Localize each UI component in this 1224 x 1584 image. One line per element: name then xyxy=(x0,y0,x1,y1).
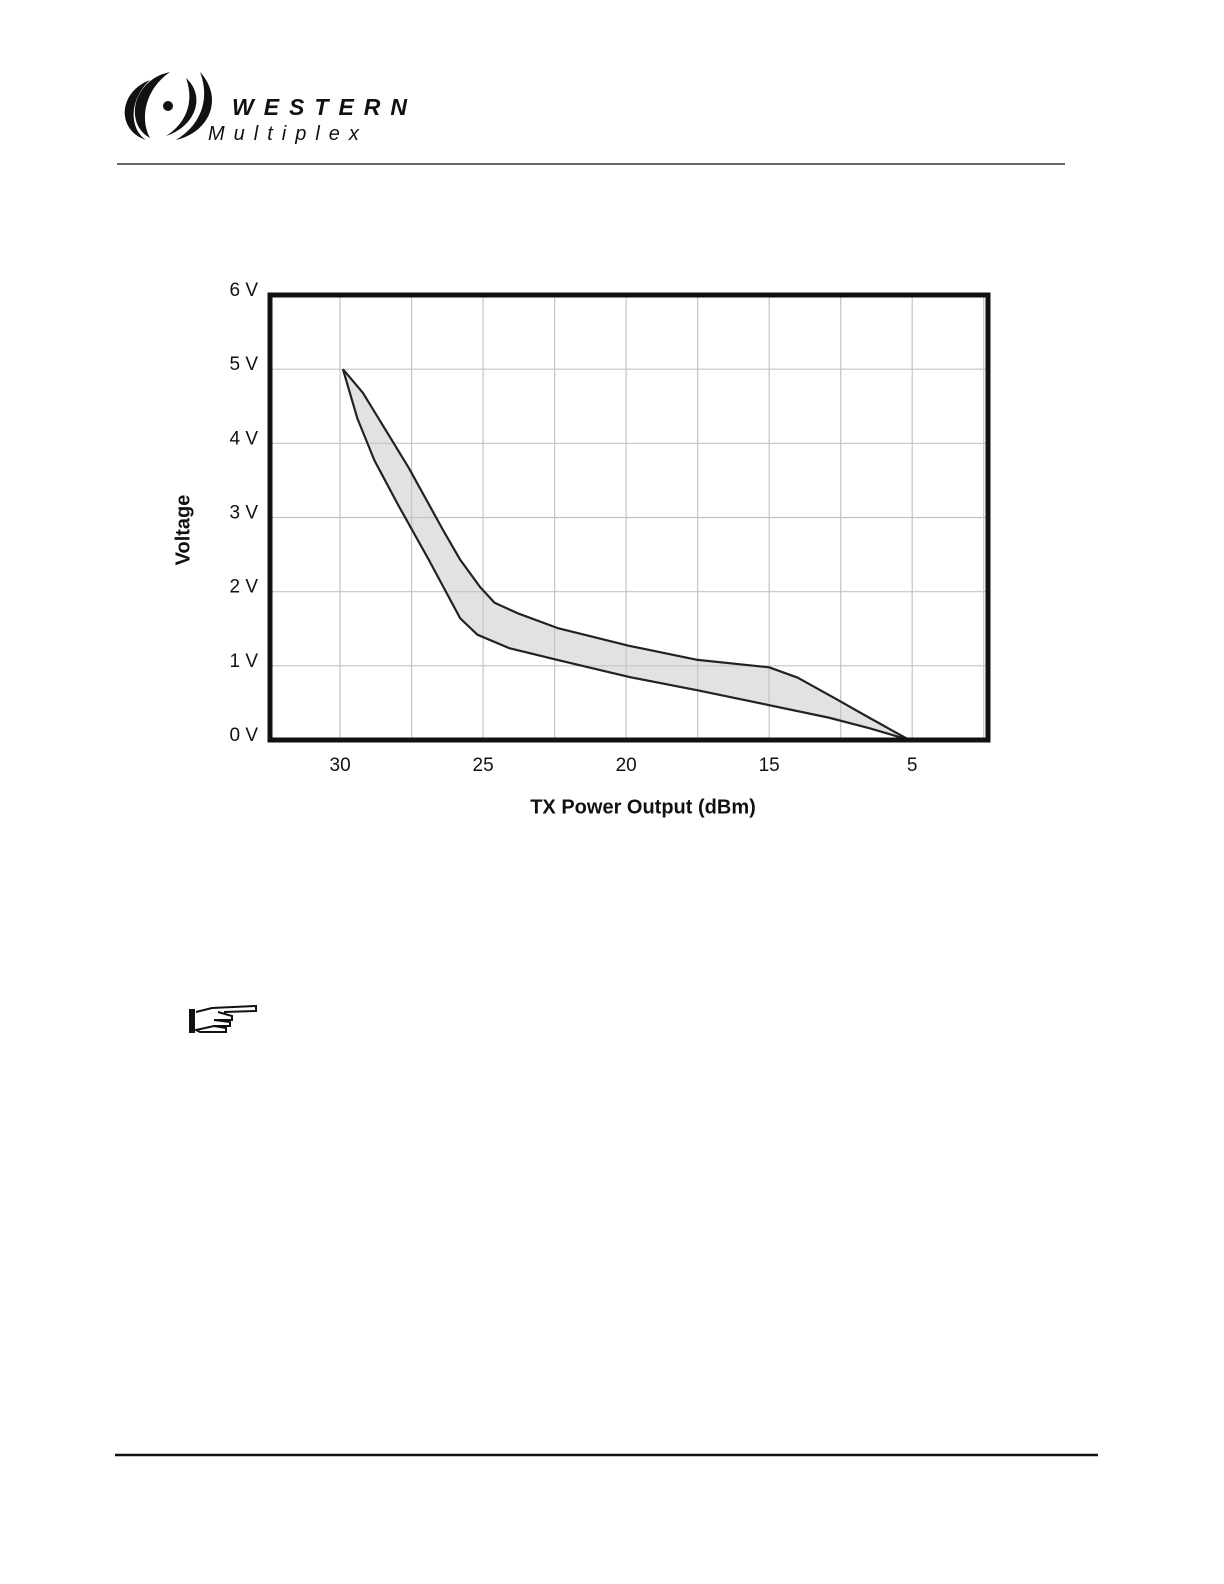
y-tick-label: 2 V xyxy=(229,577,258,598)
x-axis-label: TX Power Output (dBm) xyxy=(530,796,756,818)
x-tick-label: 5 xyxy=(907,755,918,776)
y-tick-label: 4 V xyxy=(229,428,258,449)
subbrand: Multiplex xyxy=(208,123,368,145)
y-tick-label: 3 V xyxy=(229,503,258,524)
note-icon xyxy=(189,1004,257,1033)
x-tick-label: 15 xyxy=(759,755,780,776)
boundary-line xyxy=(341,368,910,742)
x-tick-label: 20 xyxy=(616,755,637,776)
plot-frame xyxy=(267,292,991,743)
x-tick-label: 25 xyxy=(473,755,494,776)
y-axis-label: Voltage xyxy=(172,495,194,566)
logo-mark xyxy=(124,72,213,140)
chart: 0 V 1 V 2 V 3 V 4 V 5 V 6 V 30 25 20 15 5 xyxy=(229,280,991,776)
y-tick-label: 6 V xyxy=(229,280,258,301)
y-tick-label: 1 V xyxy=(229,651,258,672)
brand: WESTERN xyxy=(232,94,417,120)
y-tick-label: 5 V xyxy=(229,354,258,375)
x-tick-label: 30 xyxy=(330,755,351,776)
y-tick-label: 0 V xyxy=(229,725,258,746)
boundary-line xyxy=(342,368,910,741)
